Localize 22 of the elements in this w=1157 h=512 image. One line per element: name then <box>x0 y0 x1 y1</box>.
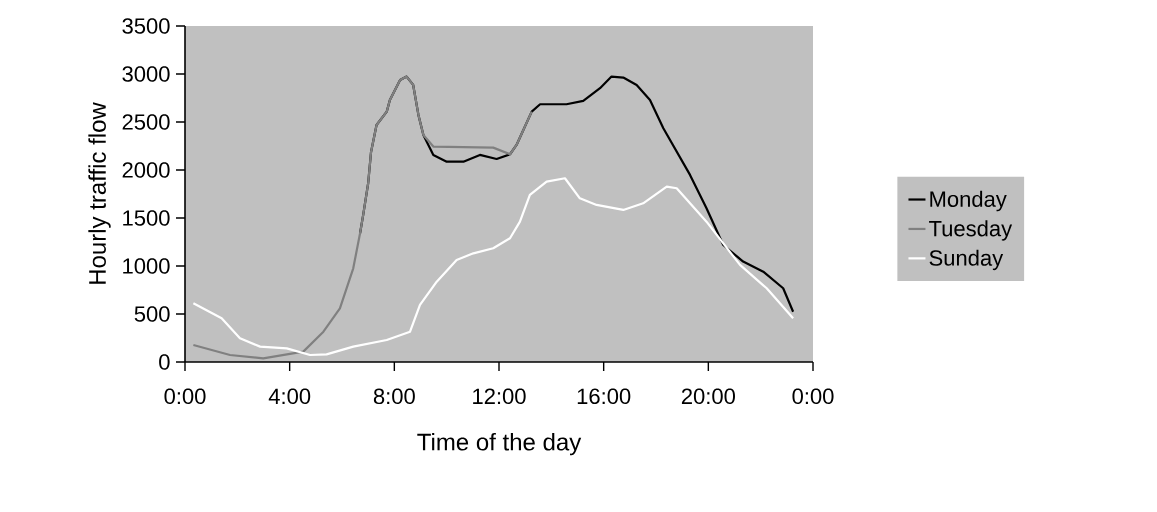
x-tick-label: 12:00 <box>473 388 526 405</box>
legend-label: Sunday <box>929 249 1004 271</box>
y-tick-label: 1000 <box>123 258 170 274</box>
legend-label: Monday <box>930 190 1007 212</box>
x-tick-label: 16:00 <box>577 388 631 405</box>
y-tick-label: 1500 <box>123 210 170 226</box>
y-tick-label: 2500 <box>122 114 170 130</box>
x-axis-title: Time of the day <box>417 432 582 456</box>
x-tick-label: 8:00 <box>373 388 415 405</box>
y-tick-label: 3000 <box>122 66 170 82</box>
x-tick-label: 20:00 <box>681 388 735 405</box>
y-tick-label: 500 <box>134 306 170 322</box>
y-tick-label: 3500 <box>122 18 170 34</box>
line-series <box>192 177 795 357</box>
line-series <box>192 75 533 360</box>
x-tick-label: 0:00 <box>164 388 206 405</box>
y-tick-label: 0 <box>159 354 170 370</box>
x-tick-label: 4:00 <box>268 388 311 405</box>
legend-label: Tuesday <box>929 220 1013 241</box>
x-tick-label: 0:00 <box>792 388 834 405</box>
y-tick-label: 2000 <box>122 162 170 178</box>
y-axis-title: Hourly traffic flow <box>88 102 111 284</box>
